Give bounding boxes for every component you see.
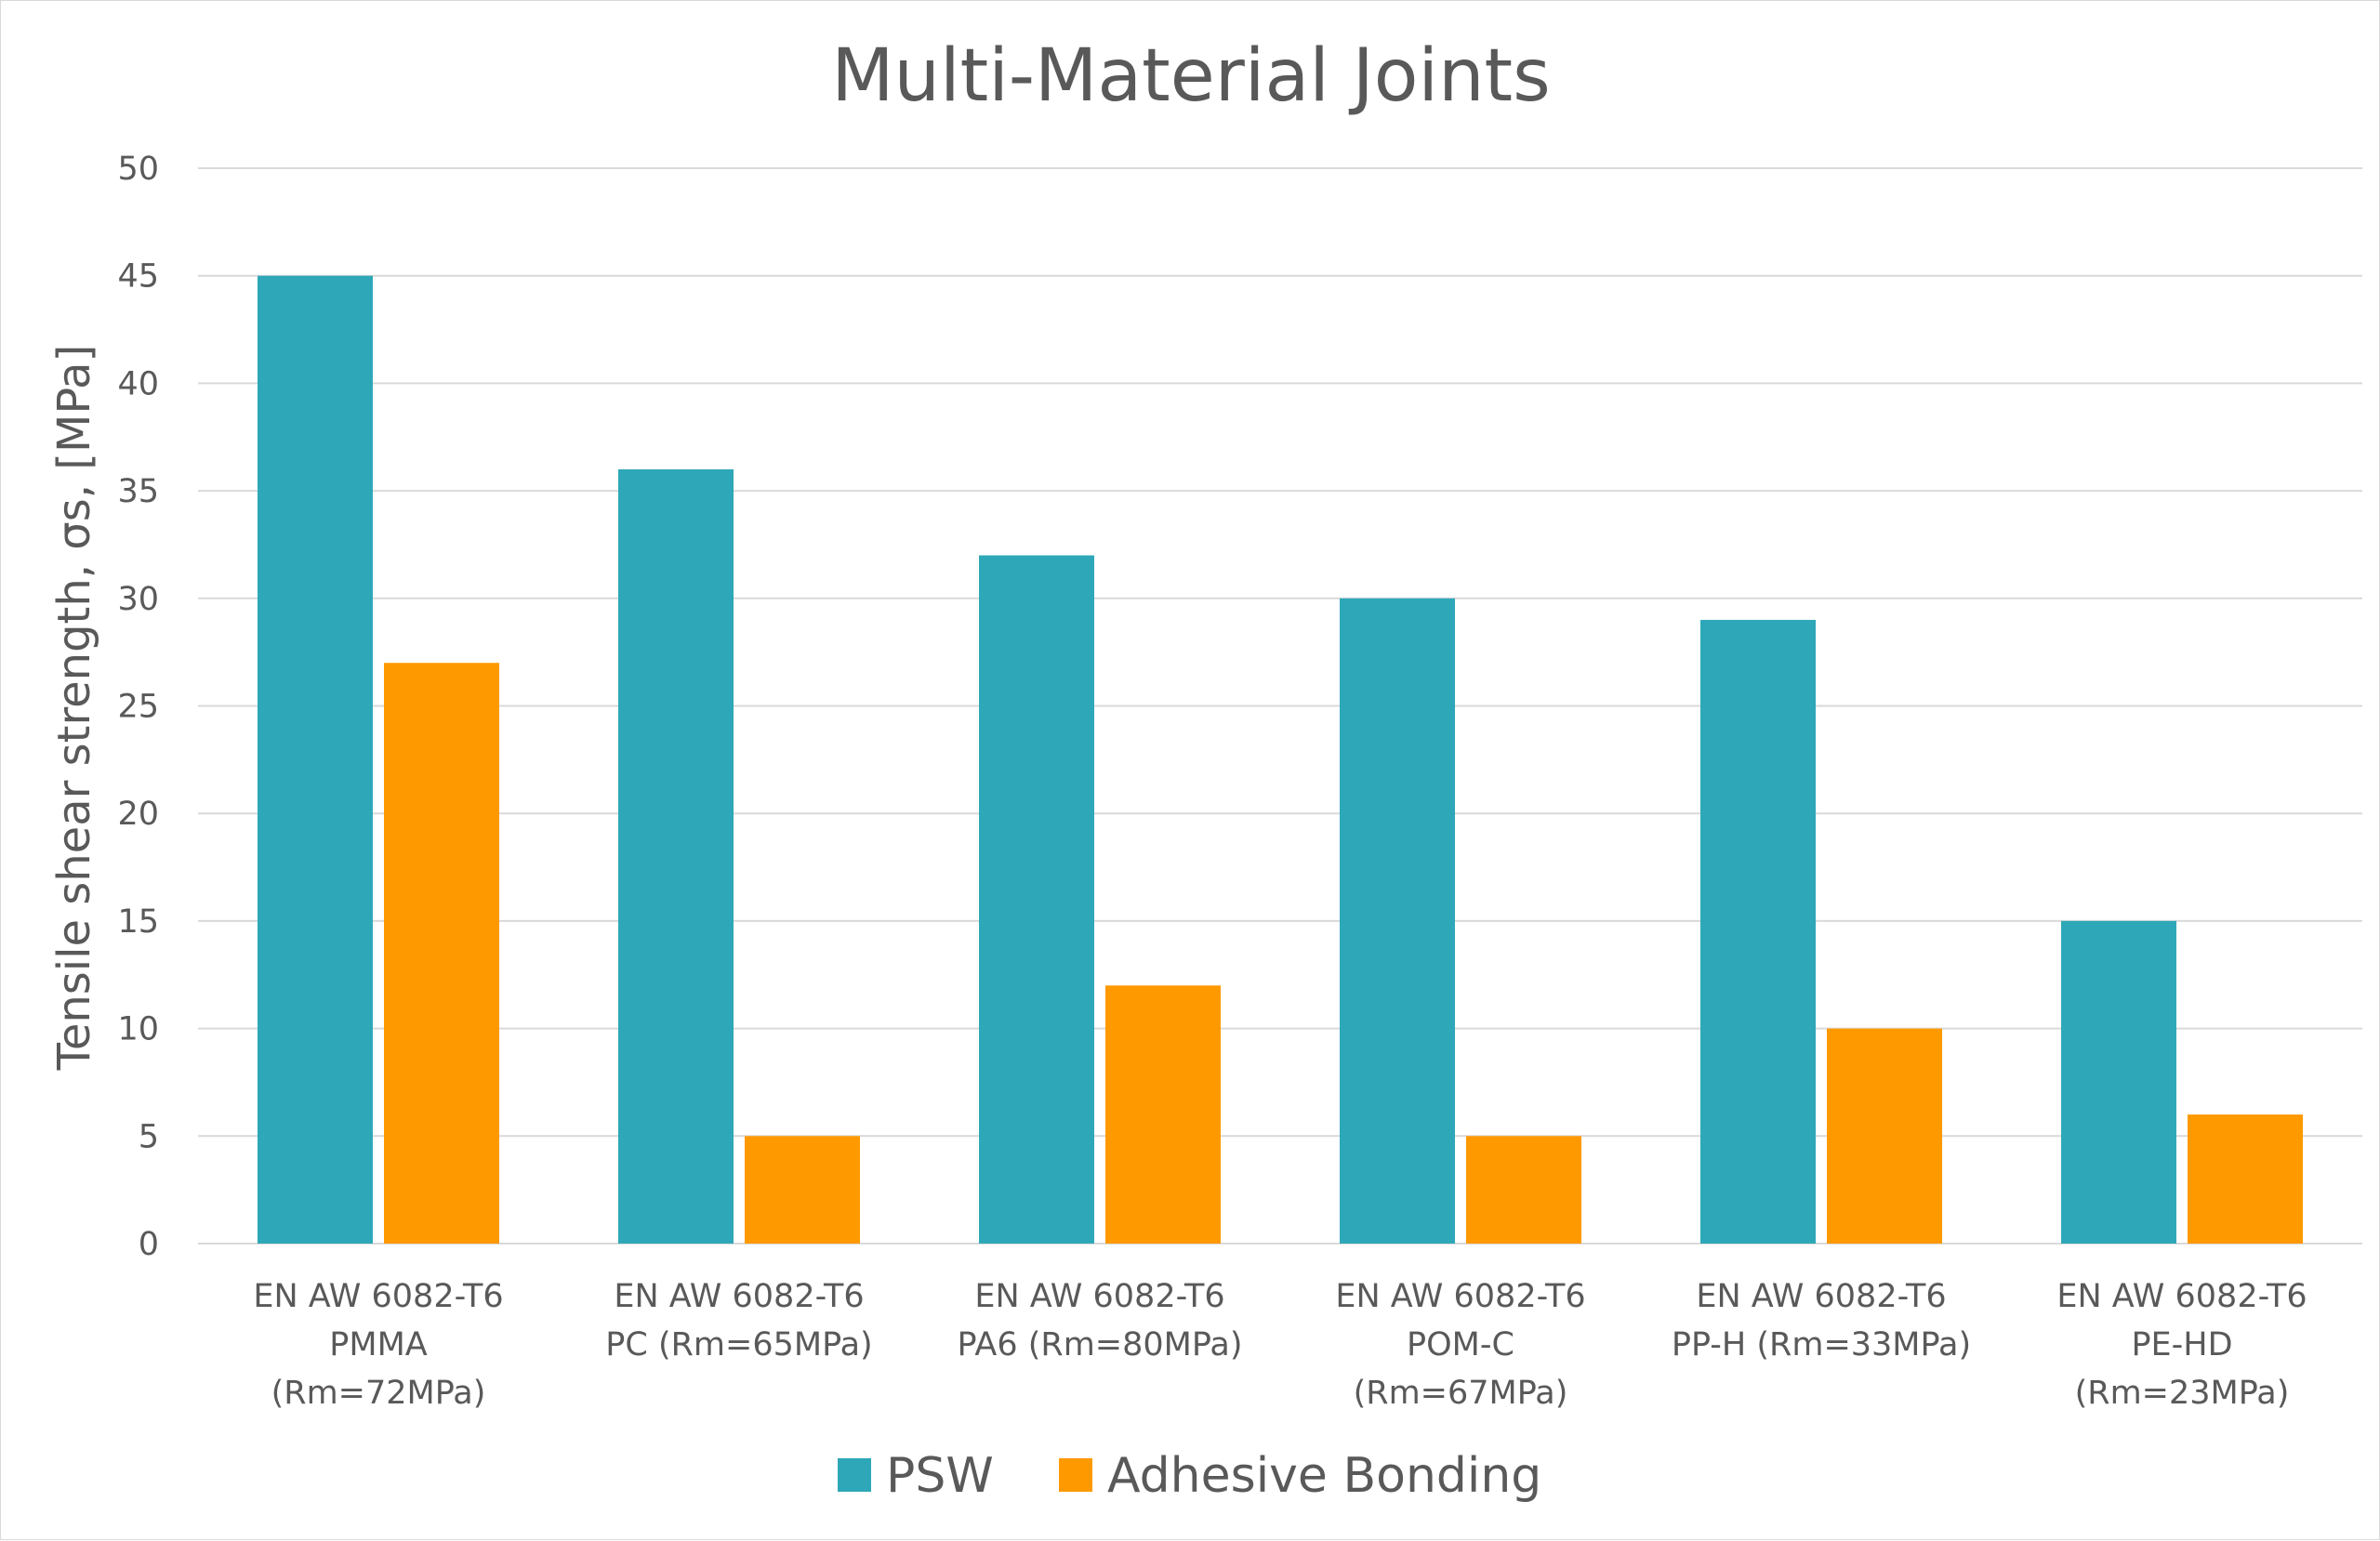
y-tick-label: 5 bbox=[139, 1118, 159, 1155]
bar-adhesive-bonding bbox=[1827, 1028, 1942, 1244]
y-tick-label: 45 bbox=[117, 258, 159, 296]
legend-label: Adhesive Bonding bbox=[1107, 1448, 1541, 1504]
x-category-label: EN AW 6082-T6 PA6 (Rm=80MPa) bbox=[958, 1278, 1243, 1363]
y-axis-ticks: 0 5 10 15 20 25 30 35 40 45 50 bbox=[117, 151, 159, 1263]
y-tick-label: 20 bbox=[117, 796, 159, 833]
bar-adhesive-bonding bbox=[384, 663, 499, 1244]
y-tick-label: 25 bbox=[117, 689, 159, 726]
chart-title: Multi-Material Joints bbox=[831, 34, 1551, 118]
y-tick-label: 40 bbox=[117, 365, 159, 402]
x-category-label: EN AW 6082-T6 PMMA (Rm=72MPa) bbox=[253, 1278, 503, 1412]
gridlines bbox=[198, 167, 2362, 1245]
bar-psw bbox=[618, 468, 734, 1245]
bar-adhesive-bonding bbox=[1466, 1136, 1581, 1244]
x-category-label: EN AW 6082-T6 POM-C (Rm=67MPa) bbox=[1335, 1278, 1585, 1412]
x-axis-categories: EN AW 6082-T6 PMMA (Rm=72MPa) EN AW 6082-T6… bbox=[253, 1278, 2307, 1412]
legend-label: PSW bbox=[886, 1448, 994, 1504]
x-category-label: EN AW 6082-T6 PC (Rm=65MPa) bbox=[605, 1278, 872, 1363]
bar-adhesive-bonding bbox=[2188, 1114, 2303, 1244]
y-tick-label: 30 bbox=[117, 581, 159, 618]
x-category-label: EN AW 6082-T6 PE-HD (Rm=23MPa) bbox=[2056, 1278, 2307, 1412]
y-tick-label: 10 bbox=[117, 1011, 159, 1048]
y-axis-label: Tensile shear strength, σs, [MPa] bbox=[48, 345, 100, 1072]
legend-swatch bbox=[1059, 1458, 1092, 1492]
bar-psw bbox=[2061, 920, 2176, 1244]
bars bbox=[258, 275, 2303, 1245]
y-tick-label: 50 bbox=[117, 151, 159, 188]
bar-adhesive-bonding bbox=[745, 1136, 860, 1244]
bar-psw bbox=[979, 555, 1094, 1244]
y-tick-label: 15 bbox=[117, 903, 159, 941]
legend-swatch bbox=[838, 1458, 871, 1492]
legend: PSW Adhesive Bonding bbox=[838, 1448, 1541, 1504]
bar-psw bbox=[1340, 598, 1455, 1244]
y-tick-label: 35 bbox=[117, 473, 159, 510]
y-tick-label: 0 bbox=[139, 1226, 159, 1263]
bar-psw bbox=[1700, 619, 1816, 1244]
bar-psw bbox=[258, 275, 373, 1245]
x-category-label: EN AW 6082-T6 PP-H (Rm=33MPa) bbox=[1672, 1278, 1971, 1363]
bar-adhesive-bonding bbox=[1105, 985, 1221, 1244]
